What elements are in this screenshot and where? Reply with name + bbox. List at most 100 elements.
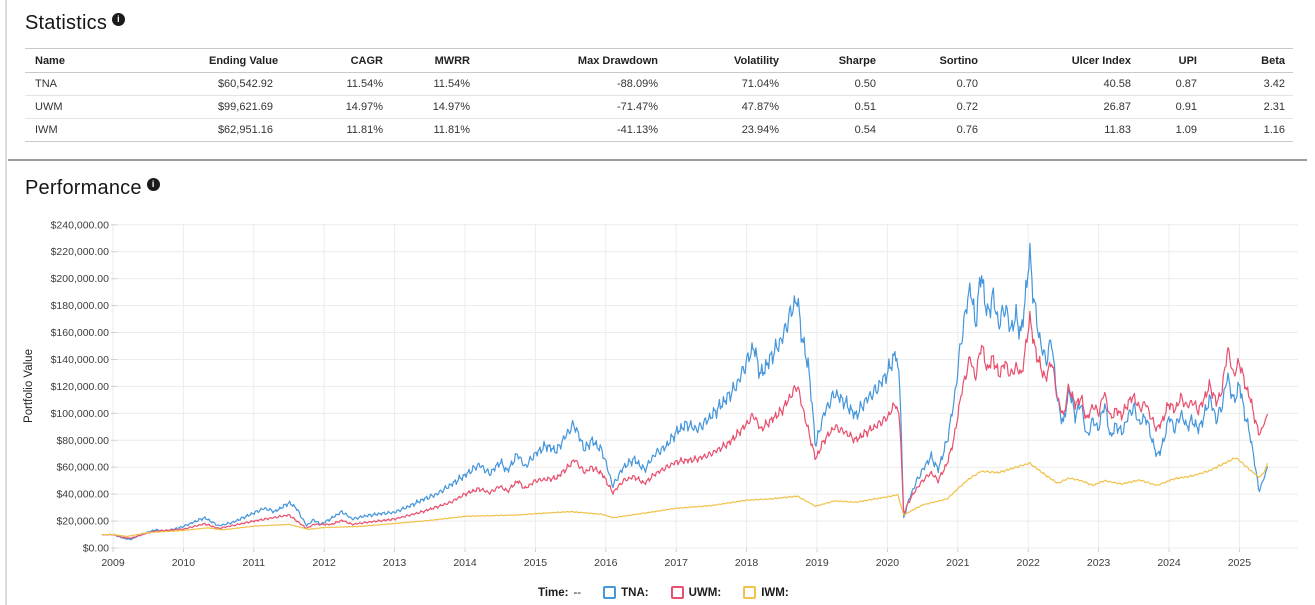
stat-cell: 26.87 <box>986 95 1139 119</box>
x-tick-label: 2024 <box>1157 557 1181 569</box>
stat-cell: 0.91 <box>1139 95 1205 119</box>
x-tick-label: 2023 <box>1087 557 1111 569</box>
info-icon[interactable]: i <box>146 178 160 191</box>
column-header: Max Drawdown <box>478 48 666 73</box>
table-row: TNA $60,542.92 11.54% 11.54% -88.09% 71.04% 0.… <box>25 72 1293 96</box>
legend-item-iwm: IWM: <box>743 586 789 599</box>
stat-cell: -41.13% <box>478 118 666 142</box>
x-tick-label: 2017 <box>665 557 689 569</box>
y-tick-label: $20,000.00 <box>56 516 109 528</box>
column-header: Ulcer Index <box>986 48 1139 73</box>
y-tick-label: $0.00 <box>83 543 109 555</box>
column-header: UPI <box>1139 48 1205 73</box>
x-tick-label: 2025 <box>1228 557 1252 569</box>
page-left-border <box>5 0 7 605</box>
stat-cell: 71.04% <box>666 72 787 96</box>
stat-cell: $62,951.16 <box>201 118 281 142</box>
info-icon[interactable]: i <box>112 13 126 26</box>
x-tick-label: 2016 <box>594 557 618 569</box>
x-tick-label: 2009 <box>101 557 125 569</box>
stat-cell: 0.72 <box>884 95 986 119</box>
chart-legend: Time: -- TNA: UWM: IWM: <box>538 585 789 600</box>
y-tick-label: $40,000.00 <box>56 489 109 501</box>
x-tick-label: 2018 <box>735 557 759 569</box>
y-tick-label: $200,000.00 <box>51 273 110 285</box>
performance-title-text: Performance <box>25 177 142 199</box>
legend-swatch <box>603 586 617 599</box>
x-tick-label: 2022 <box>1017 557 1041 569</box>
statistics-section: Statistics i Name Ending Value CAGR MWRR Max … <box>25 12 1293 142</box>
series-line-iwm <box>101 457 1269 538</box>
column-header: MWRR <box>391 48 478 73</box>
ticker-cell: UWM <box>25 95 201 119</box>
legend-swatch <box>743 586 757 599</box>
legend-time-value: -- <box>573 586 582 599</box>
stat-cell: 0.76 <box>884 118 986 142</box>
column-header: Sortino <box>884 48 986 73</box>
column-header: Volatility <box>666 48 787 73</box>
stat-cell: 1.16 <box>1205 118 1293 142</box>
statistics-table: Name Ending Value CAGR MWRR Max Drawdown Vola… <box>25 48 1293 142</box>
legend-series-label: IWM: <box>761 586 789 599</box>
x-tick-label: 2010 <box>172 557 196 569</box>
y-tick-label: $240,000.00 <box>51 219 110 231</box>
stat-cell: 0.70 <box>884 72 986 96</box>
y-tick-label: $180,000.00 <box>51 300 110 312</box>
series-line-uwm <box>101 310 1269 540</box>
x-tick-label: 2021 <box>946 557 970 569</box>
statistics-header-row: Name Ending Value CAGR MWRR Max Drawdown Vola… <box>25 48 1293 73</box>
section-divider <box>8 159 1307 161</box>
statistics-body: TNA $60,542.92 11.54% 11.54% -88.09% 71.04% 0.… <box>25 72 1293 142</box>
performance-chart-wrap: 2009 2010 2011 2012 2013 2014 2015 2016 2017 2018… <box>20 216 1301 590</box>
performance-chart[interactable]: 2009 2010 2011 2012 2013 2014 2015 2016 2017 2018… <box>20 216 1301 590</box>
stat-cell: 14.97% <box>391 95 478 119</box>
y-tick-label: $160,000.00 <box>51 327 110 339</box>
legend-item-time: Time: -- <box>538 587 581 599</box>
stat-cell: $99,621.69 <box>201 95 281 119</box>
y-tick-label: $100,000.00 <box>51 408 110 420</box>
stat-cell: -71.47% <box>478 95 666 119</box>
stat-cell: 2.31 <box>1205 95 1293 119</box>
ticker-cell: TNA <box>25 72 201 96</box>
stat-cell: 1.09 <box>1139 118 1205 142</box>
stat-cell: 47.87% <box>666 95 787 119</box>
statistics-title-text: Statistics <box>25 12 108 34</box>
performance-section: Performance i <box>25 177 160 200</box>
x-tick-label: 2011 <box>243 557 266 569</box>
stat-cell: 0.54 <box>787 118 884 142</box>
stat-cell: 11.81% <box>391 118 478 142</box>
stat-cell: -88.09% <box>478 72 666 96</box>
column-header: Beta <box>1205 48 1293 73</box>
x-tick-label: 2015 <box>524 557 548 569</box>
column-header: Sharpe <box>787 48 884 73</box>
stat-cell: 14.97% <box>281 95 391 119</box>
legend-item-uwm: UWM: <box>670 586 722 599</box>
statistics-title: Statistics i <box>25 12 1293 35</box>
legend-series-label: TNA: <box>621 586 649 599</box>
y-tick-label: $220,000.00 <box>51 246 110 258</box>
y-tick-label: $80,000.00 <box>56 435 109 447</box>
stat-cell: 3.42 <box>1205 72 1293 96</box>
table-row: UWM $99,621.69 14.97% 14.97% -71.47% 47.87% 0.… <box>25 95 1293 119</box>
stat-cell: 0.87 <box>1139 72 1205 96</box>
y-tick-label: $120,000.00 <box>51 381 110 393</box>
x-tick-label: 2013 <box>383 557 407 569</box>
x-tick-label: 2020 <box>876 557 900 569</box>
x-tick-label: 2019 <box>805 557 829 569</box>
table-row: IWM $62,951.16 11.81% 11.81% -41.13% 23.94% 0.… <box>25 118 1293 142</box>
stat-cell: 11.83 <box>986 118 1139 142</box>
performance-title: Performance i <box>25 177 160 200</box>
stat-cell: 11.54% <box>391 72 478 96</box>
ticker-cell: IWM <box>25 118 201 142</box>
stat-cell: 11.81% <box>281 118 391 142</box>
legend-series-label: UWM: <box>688 586 722 599</box>
y-tick-label: $60,000.00 <box>56 462 109 474</box>
column-header: CAGR <box>281 48 391 73</box>
x-tick-label: 2012 <box>313 557 337 569</box>
stat-cell: 23.94% <box>666 118 787 142</box>
y-tick-label: $140,000.00 <box>51 354 110 366</box>
x-tick-label: 2014 <box>453 557 477 569</box>
stat-cell: 0.50 <box>787 72 884 96</box>
stat-cell: 40.58 <box>986 72 1139 96</box>
y-axis-title: Portfolio Value <box>23 349 35 423</box>
